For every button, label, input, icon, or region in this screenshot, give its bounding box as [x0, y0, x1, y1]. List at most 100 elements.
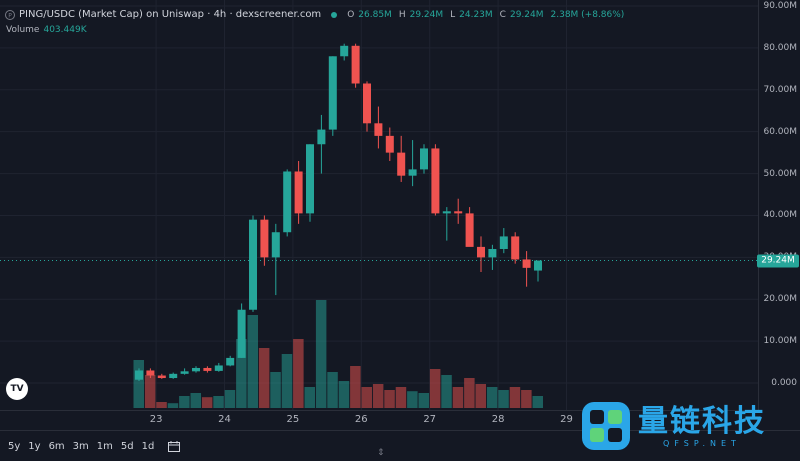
y-tick-label: 0.000 — [771, 378, 797, 389]
volume-label: Volume — [6, 25, 40, 35]
volume-legend: Volume 403.449K — [6, 25, 87, 35]
symbol-icon: P — [5, 9, 15, 20]
volume-bar — [338, 381, 350, 408]
candle-body — [499, 236, 508, 249]
candle-body — [454, 211, 463, 214]
candle-body — [283, 171, 292, 233]
y-tick-label: 70.00M — [763, 84, 797, 95]
current-price-badge: 29.24M — [757, 254, 799, 268]
y-tick-label: 40.00M — [763, 210, 797, 221]
volume-bar — [452, 387, 464, 408]
candle-body — [192, 367, 200, 372]
volume-bar — [395, 387, 407, 408]
volume-bar — [270, 372, 281, 408]
x-tick-label: 28 — [491, 414, 505, 425]
ohlc-high-label: H — [398, 9, 406, 20]
ohlc-change-value: 2.38M (+8.86%) — [550, 9, 625, 20]
y-tick-label: 90.00M — [763, 1, 797, 11]
x-tick-label: 23 — [149, 414, 163, 425]
volume-bar — [133, 360, 144, 408]
candle-body — [431, 148, 440, 214]
candle-body — [385, 135, 394, 153]
candle-body — [271, 232, 280, 258]
candle-body — [465, 213, 474, 247]
candle-body — [522, 259, 531, 268]
ohlc-close-label: C — [499, 9, 506, 20]
chart-area[interactable] — [0, 0, 758, 410]
candle-body — [442, 211, 451, 214]
volume-bar — [281, 354, 293, 408]
volume-bar — [372, 384, 384, 408]
candle-body — [511, 236, 520, 260]
volume-bar — [350, 366, 361, 408]
volume-bar — [464, 378, 475, 408]
y-tick-label: 60.00M — [763, 126, 797, 137]
time-axis[interactable]: 23 24 25 26 27 28 29 — [0, 410, 758, 431]
resize-handle-icon[interactable]: ⇕ — [377, 448, 385, 458]
candle-body — [146, 370, 155, 376]
volume-bar — [236, 339, 247, 408]
candle-body — [397, 152, 406, 176]
volume-bar — [190, 393, 201, 408]
candlestick-chart[interactable] — [0, 0, 758, 410]
candle-body — [214, 365, 223, 371]
candle-body — [169, 373, 178, 379]
candle-body — [328, 56, 337, 130]
x-tick-label: 24 — [218, 414, 231, 425]
x-tick-label: 25 — [286, 414, 300, 425]
candle-body — [203, 367, 212, 371]
candle-body — [408, 169, 417, 176]
candle-body — [180, 371, 189, 374]
volume-bar — [418, 393, 429, 408]
volume-bar — [384, 390, 395, 408]
volume-bar — [213, 396, 224, 408]
volume-bar — [407, 391, 418, 408]
range-button-3m[interactable]: 3m — [72, 440, 89, 452]
candle-body — [374, 123, 383, 136]
candle-body — [317, 129, 326, 145]
volume-bar — [429, 369, 441, 408]
candle-body — [260, 219, 269, 258]
candle-body — [477, 246, 485, 258]
range-button-5y[interactable]: 5y — [8, 440, 21, 452]
tradingview-logo[interactable]: TV — [6, 378, 28, 400]
watermark-subtitle: QFSP.NET — [663, 438, 741, 448]
candle-body — [363, 83, 371, 124]
range-button-1y[interactable]: 1y — [28, 440, 41, 452]
calendar-icon[interactable] — [168, 440, 181, 452]
volume-bar — [144, 375, 156, 408]
y-tick-label: 10.00M — [763, 336, 797, 347]
ohlc-close-value: 29.24M — [509, 9, 544, 20]
volume-bar — [327, 372, 338, 408]
y-tick-label: 80.00M — [763, 42, 797, 53]
ohlc-low-label: L — [450, 9, 456, 20]
range-button-6m[interactable]: 6m — [48, 440, 65, 452]
candle-body — [135, 370, 143, 380]
volume-bar — [179, 396, 190, 408]
volume-bar — [304, 387, 315, 408]
volume-bar — [258, 348, 270, 408]
range-button-5d[interactable]: 5d — [120, 440, 134, 452]
volume-bar — [167, 403, 179, 408]
y-tick-label: 20.00M — [763, 294, 797, 305]
ohlc-low-value: 24.23M — [459, 9, 493, 20]
watermark-logo-icon — [582, 402, 630, 450]
svg-text:P: P — [8, 12, 12, 19]
live-status-icon — [331, 11, 338, 18]
range-button-1m[interactable]: 1m — [96, 440, 113, 452]
range-button-1d[interactable]: 1d — [141, 440, 155, 452]
volume-bar — [532, 396, 543, 408]
volume-bar — [475, 384, 486, 408]
candle-body — [294, 171, 303, 214]
y-tick-label: 50.00M — [763, 168, 797, 179]
watermark-title: 量链科技 — [638, 403, 766, 439]
chart-title: PING/USDC (Market Cap) on Uniswap · 4h ·… — [19, 9, 322, 20]
candle-body — [420, 148, 428, 170]
x-tick-label: 29 — [560, 414, 573, 425]
candle-body — [249, 219, 257, 310]
volume-bar — [441, 375, 452, 408]
price-axis[interactable]: 90.00M80.00M70.00M60.00M50.00M40.00M30.0… — [758, 0, 800, 410]
volume-value: 403.449K — [43, 25, 87, 35]
volume-bar — [509, 387, 521, 408]
candle-body — [306, 144, 314, 214]
